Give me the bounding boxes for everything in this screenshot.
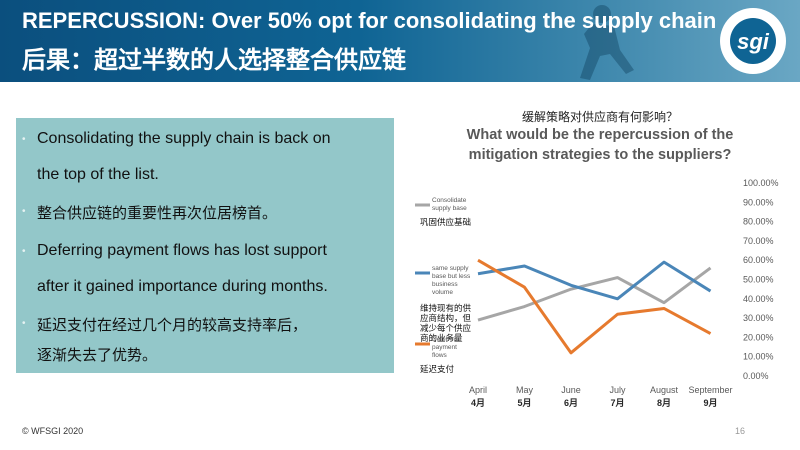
y-tick-label: 50.00% [743, 275, 774, 285]
x-tick-label-zh: 4月 [471, 398, 485, 408]
runner-silhouette [580, 5, 634, 80]
page-title-zh: 后果：超过半数的人选择整合供应链 [22, 46, 406, 74]
summary-line-7: 逐渐失去了优势。 [37, 346, 158, 364]
x-tick-label-zh: 7月 [610, 398, 624, 408]
x-tick-label-zh: 9月 [703, 398, 717, 408]
series-line-3 [477, 258, 712, 355]
legend-label: Consolidate supply base [432, 197, 467, 212]
header-banner: REPERCUSSION: Over 50% opt for consolida… [0, 0, 800, 82]
x-tick-label-zh: 6月 [564, 398, 578, 408]
x-axis: April 4月 May 5月 June 6月 July 7月 August 8月 Septembe… [469, 385, 733, 408]
copyright: © WFSGI 2020 [22, 426, 84, 436]
summary-line-4: Deferring payment flows has lost support [37, 242, 327, 259]
series-lines [477, 258, 712, 355]
legend: Consolidate supply base 巩固供应基础 same supply b… [415, 197, 472, 374]
x-tick-label: May [516, 385, 534, 395]
series-line-1 [477, 266, 712, 322]
page-title-en: REPERCUSSION: Over 50% opt for consolida… [22, 8, 717, 33]
svg-text:sgi: sgi [737, 29, 770, 54]
bullet-dot: • [22, 318, 26, 329]
y-tick-label: 40.00% [743, 294, 774, 304]
summary-line-6: 延迟支付在经过几个月的较高支持率后， [37, 316, 308, 334]
y-axis: 0.00% 10.00% 20.00% 30.00% 40.00% 50.00% 60.00… [743, 178, 779, 381]
bullet-dot: • [22, 246, 26, 257]
y-tick-label: 0.00% [743, 371, 769, 381]
chart-title-zh: 缓解策略对供应商有何影响？ [521, 110, 678, 124]
legend-label-zh: 巩固供应基础 [420, 217, 471, 227]
y-tick-label: 80.00% [743, 217, 774, 227]
summary-line-3: 整合供应链的重要性再次位居榜首。 [37, 204, 278, 222]
series-line-2 [477, 260, 712, 301]
bullet-dot: • [22, 206, 26, 217]
y-tick-label: 30.00% [743, 313, 774, 323]
summary-line-5: after it gained importance during months… [37, 278, 328, 295]
x-tick-label: July [609, 385, 626, 395]
y-tick-label: 60.00% [743, 255, 774, 265]
x-tick-label: August [650, 385, 679, 395]
summary-line-2: the top of the list. [37, 166, 159, 183]
chart-title-en: What would be the repercussion of the mi… [466, 127, 734, 163]
summary-line-1: Consolidating the supply chain is back o… [37, 130, 331, 147]
y-tick-label: 70.00% [743, 236, 774, 246]
y-tick-label: 100.00% [743, 178, 779, 188]
summary-textbox: • Consolidating the supply chain is back… [16, 118, 394, 373]
y-tick-label: 90.00% [743, 197, 774, 207]
legend-label: same supply base but less business volume [432, 265, 471, 296]
legend-label: Deferred payment flows [432, 336, 458, 359]
bullet-dot: • [22, 134, 26, 145]
x-tick-label: April [469, 385, 487, 395]
x-tick-label: June [561, 385, 581, 395]
y-tick-label: 20.00% [743, 332, 774, 342]
x-tick-label: September [688, 385, 732, 395]
y-tick-label: 10.00% [743, 352, 774, 362]
x-tick-label-zh: 8月 [657, 398, 671, 408]
legend-label-zh: 维持现有的供应商结构，但减少每个供应商的业务量 [420, 303, 472, 343]
legend-label-zh: 延迟支付 [420, 364, 455, 374]
wfsgi-logo: sgi [720, 8, 786, 74]
x-tick-label-zh: 5月 [517, 398, 531, 408]
page-number: 16 [735, 426, 746, 436]
